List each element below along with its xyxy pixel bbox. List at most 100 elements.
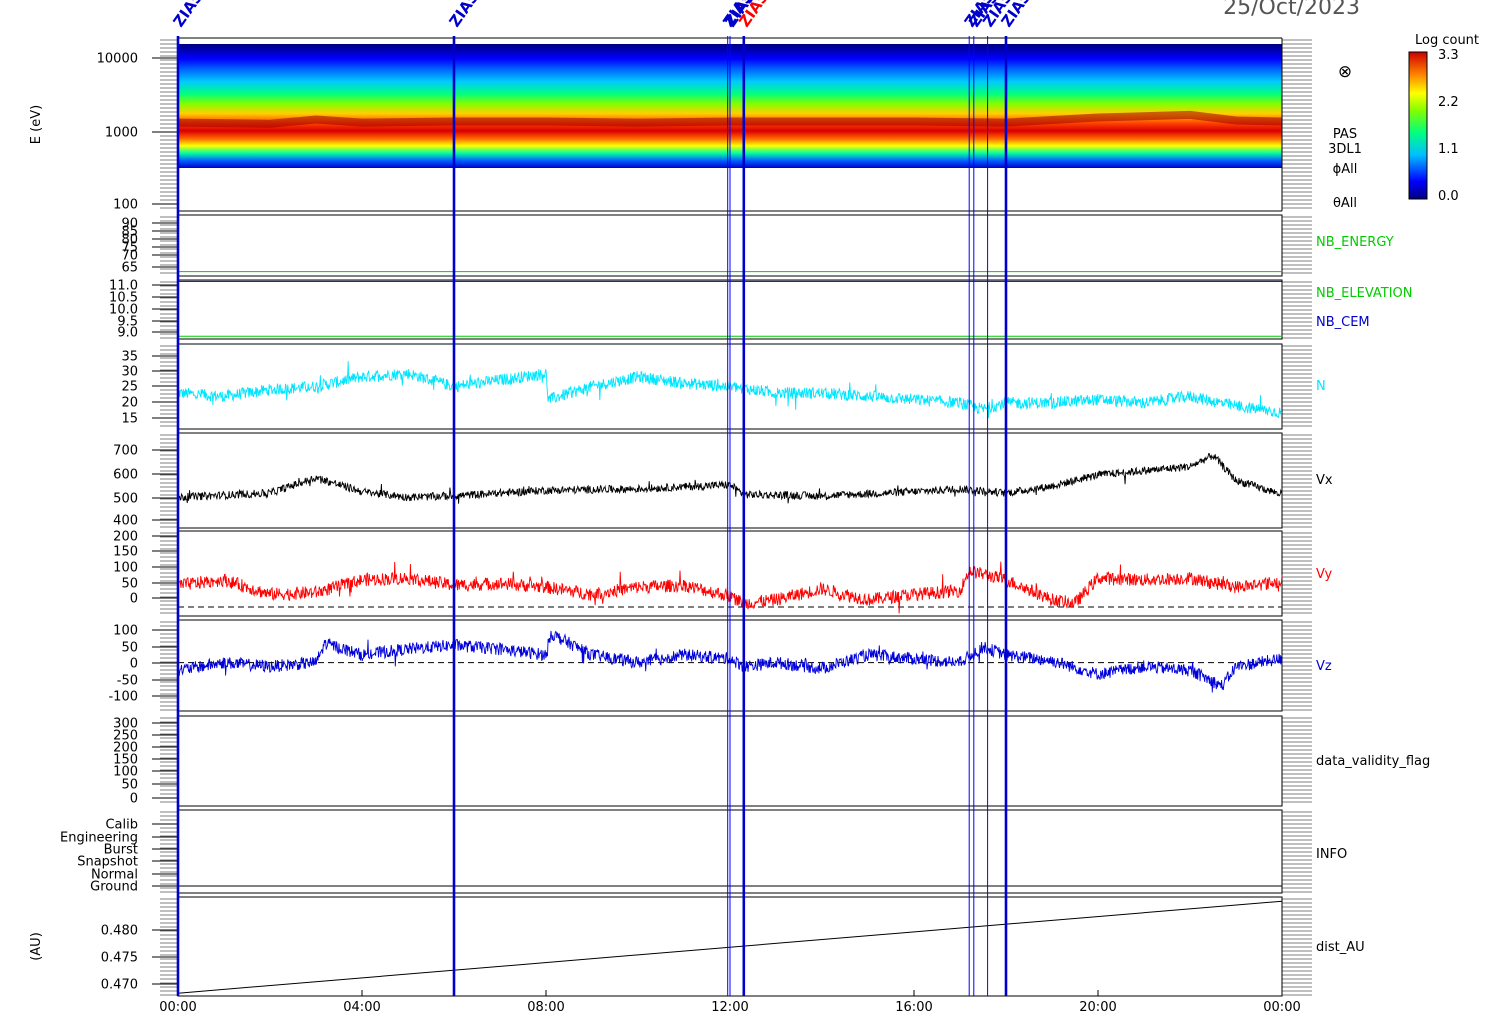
density-ytick-label: 15 xyxy=(121,412,138,427)
nb_energy-minor-ticks xyxy=(160,216,1312,274)
x-tick-label: 12:00 xyxy=(711,1000,748,1015)
vx-ytick-label: 400 xyxy=(113,514,138,529)
theta-label: θAll xyxy=(1333,196,1357,211)
nb_energy-ytick-label: 80 xyxy=(121,233,138,248)
distance-ytick-label: 0.470 xyxy=(101,978,138,993)
nb_elev_cem-minor-ticks xyxy=(160,281,1312,339)
vx-ytick-label: 700 xyxy=(113,444,138,459)
validity-ytick-label: 300 xyxy=(113,717,138,732)
validity-series-label: data_validity_flag xyxy=(1316,754,1430,769)
distance-series-label: dist_AU xyxy=(1316,940,1365,955)
nb_energy-ytick-label: 65 xyxy=(121,261,138,276)
x-tick-label: 04:00 xyxy=(343,1000,380,1015)
nb_elev_cem-ytick-label: 9.0 xyxy=(117,326,138,341)
density-ytick-label: 30 xyxy=(121,365,138,380)
validity-ytick-label: 200 xyxy=(113,741,138,756)
distance-minor-ticks xyxy=(160,898,1312,996)
nb_elev_cem-series-label: NB_CEM xyxy=(1316,315,1370,330)
vz-ytick-label: -50 xyxy=(117,674,138,689)
info-ytick-label: Snapshot xyxy=(77,855,138,870)
vz-series-label: Vz xyxy=(1316,659,1332,674)
nb_elev_cem-panel: 11.010.510.09.59.0 NB_ELEVATION NB_CEM xyxy=(109,279,1412,341)
x-tick-label: 08:00 xyxy=(527,1000,564,1015)
nb_energy-ytick-label: 85 xyxy=(121,225,138,240)
distance-ytick-label: 0.480 xyxy=(101,924,138,939)
nb_elev_cem-ytick-label: 9.5 xyxy=(117,315,138,330)
density-series-label: N xyxy=(1316,379,1326,394)
validity-ytick-label: 0 xyxy=(130,792,138,807)
colorbar-tick-min: 0.0 xyxy=(1438,189,1459,204)
info-ytick-label: Calib xyxy=(105,818,138,833)
spectrogram-minor-ticks xyxy=(160,39,1312,209)
spectrogram-ylabel: E (eV) xyxy=(29,105,44,144)
spectrogram-ytick-label: 1000 xyxy=(105,126,138,141)
validity-minor-ticks xyxy=(160,717,1312,803)
info-ytick-label: Burst xyxy=(104,843,138,858)
distance-ytick-label: 0.475 xyxy=(101,951,138,966)
vy-ytick-label: 50 xyxy=(121,577,138,592)
vz-ytick-label: 50 xyxy=(121,641,138,656)
date-label: 25/Oct/2023 xyxy=(1223,0,1360,20)
vy-ytick-label: 0 xyxy=(130,592,138,607)
nb_energy-ytick-label: 75 xyxy=(121,241,138,256)
event-marker-label: ZIAS xyxy=(446,0,483,30)
vx-series-label: Vx xyxy=(1316,473,1333,488)
nb_elev_cem-series-label: NB_ELEVATION xyxy=(1316,286,1413,301)
vz-minor-ticks xyxy=(160,621,1312,711)
info-panel: CalibEngineeringBurstSnapshotNormalGroun… xyxy=(60,809,1347,895)
info-series-label: INFO xyxy=(1316,847,1347,862)
spectrogram-ytick-label: 100 xyxy=(113,198,138,213)
density-ytick-label: 35 xyxy=(121,350,138,365)
x-tick-label: 00:00 xyxy=(1263,1000,1300,1015)
density-ytick-label: 25 xyxy=(121,380,138,395)
time-axis: 00:00 04:00 08:00 12:00 16:00 20:00 00:00 xyxy=(159,990,1301,1015)
vx-ytick-label: 600 xyxy=(113,468,138,483)
vy-ytick-label: 100 xyxy=(113,561,138,576)
colorbar-tick-max: 3.3 xyxy=(1438,48,1459,63)
vx-ytick-label: 500 xyxy=(113,492,138,507)
vy-series-label: Vy xyxy=(1316,567,1333,582)
vz-ytick-label: 100 xyxy=(113,624,138,639)
vz-panel: 100 500 -50-100 Vz xyxy=(108,619,1332,712)
x-tick-label: 16:00 xyxy=(895,1000,932,1015)
validity-ytick-label: 50 xyxy=(121,778,138,793)
vx-panel: 700 600 500 400 Vx xyxy=(113,432,1333,529)
info-minor-ticks xyxy=(160,811,1312,893)
spectrogram-ytick-label: 10000 xyxy=(97,52,138,67)
distance-ylabel: (AU) xyxy=(29,932,44,961)
distance-panel: 0.480 0.475 0.470 (AU) dist_AU xyxy=(29,896,1365,997)
nb_energy-ytick-label: 70 xyxy=(121,249,138,264)
event-marker-label: ZIAS xyxy=(170,0,207,30)
colorbar-tick-high: 2.2 xyxy=(1438,95,1459,110)
info-ytick-label: Engineering xyxy=(60,831,138,846)
vx-minor-ticks xyxy=(160,434,1312,528)
vz-ytick-label: -100 xyxy=(108,690,138,705)
x-tick-label: 00:00 xyxy=(159,1000,196,1015)
nb_elev_cem-ytick-label: 11.0 xyxy=(109,279,138,294)
colorbar-title: Log count xyxy=(1415,33,1479,48)
info-ytick-label: Ground xyxy=(90,880,138,895)
info-ytick-label: Normal xyxy=(91,868,138,883)
colorbar-gradient xyxy=(1408,51,1428,200)
instrument-label: PAS xyxy=(1333,127,1357,142)
vz-ytick-label: 0 xyxy=(130,657,138,672)
look-direction-symbol: ⊗ xyxy=(1338,62,1352,82)
phi-label: ϕAll xyxy=(1333,162,1358,177)
nb_elev_cem-ytick-label: 10.0 xyxy=(109,303,138,318)
spectrogram-side-labels: ⊗ PAS 3DL1 ϕAll θAll xyxy=(1328,62,1362,211)
colorbar-tick-low: 1.1 xyxy=(1438,142,1459,157)
vy-ytick-label: 200 xyxy=(113,530,138,545)
nb_elev_cem-ytick-label: 10.5 xyxy=(109,291,138,306)
product-label: 3DL1 xyxy=(1328,142,1362,157)
vy-minor-ticks xyxy=(160,532,1312,614)
validity-ytick-label: 150 xyxy=(113,753,138,768)
nb_energy-series-label: NB_ENERGY xyxy=(1316,235,1394,250)
nb_energy-ytick-label: 90 xyxy=(121,217,138,232)
colorbar: Log count 3.3 2.2 1.1 0.0 xyxy=(1408,33,1479,204)
